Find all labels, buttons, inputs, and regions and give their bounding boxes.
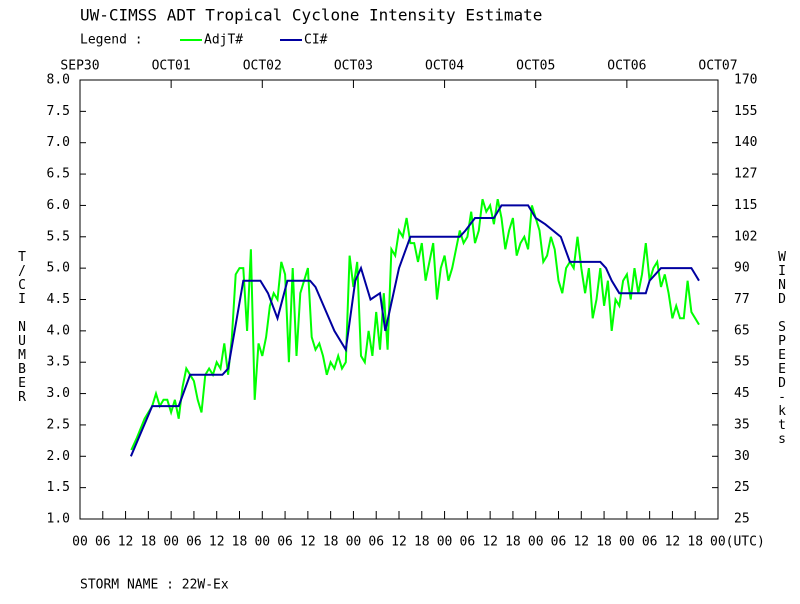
chart-title: UW-CIMSS ADT Tropical Cyclone Intensity … (80, 6, 542, 25)
x-tick-label: 00 (528, 535, 544, 550)
y2-tick-label: 65 (734, 323, 750, 338)
x-tick-label: 12 (665, 535, 681, 550)
y2-tick-label: 170 (734, 73, 757, 88)
x-tick-label: 06 (460, 535, 476, 550)
x-tick-label: 12 (209, 535, 225, 550)
top-date-label: OCT02 (243, 59, 282, 74)
y2-tick-label: 77 (734, 292, 750, 307)
y-tick-label: 8.0 (47, 73, 70, 88)
x-tick-label: 00 (346, 535, 362, 550)
y2-tick-label: 102 (734, 229, 757, 244)
y-tick-label: 2.5 (47, 417, 70, 432)
legend-entry: AdjT# (204, 33, 243, 48)
x-tick-label: 12 (391, 535, 407, 550)
x-tick-label: 18 (232, 535, 248, 550)
y2-tick-label: 127 (734, 167, 757, 182)
y-tick-label: 4.0 (47, 323, 70, 338)
top-date-label: OCT07 (698, 59, 737, 74)
legend-entry: CI# (304, 33, 328, 48)
top-date-label: OCT01 (152, 59, 191, 74)
series-line (129, 204, 700, 457)
x-tick-label: 12 (482, 535, 498, 550)
y2-tick-label: 35 (734, 417, 750, 432)
plot-frame (79, 79, 719, 520)
y-tick-label: 4.5 (47, 292, 70, 307)
y2-tick-label: 90 (734, 261, 750, 276)
x-tick-label: 18 (414, 535, 430, 550)
y2-tick-label: 115 (734, 198, 757, 213)
x-tick-label: 18 (687, 535, 703, 550)
x-tick-label: 18 (505, 535, 521, 550)
y2-tick-label: 30 (734, 449, 750, 464)
y2-tick-label: 45 (734, 386, 750, 401)
y2-tick-label: 25 (734, 512, 750, 527)
x-tick-label: 06 (642, 535, 658, 550)
y-tick-label: 7.5 (47, 104, 70, 119)
y-tick-label: 1.5 (47, 480, 70, 495)
x-tick-label: 00 (72, 535, 88, 550)
x-tick-label: 18 (596, 535, 612, 550)
y2-axis-label: WIND SPEED-kts (775, 250, 790, 446)
top-date-label: OCT05 (516, 59, 555, 74)
x-tick-label: 00 (619, 535, 635, 550)
y2-tick-label: 55 (734, 355, 750, 370)
y-tick-label: 5.5 (47, 229, 70, 244)
legend-label: Legend : (80, 33, 143, 48)
y-tick-label: 2.0 (47, 449, 70, 464)
y2-tick-label: 155 (734, 104, 757, 119)
y-tick-label: 3.0 (47, 386, 70, 401)
x-tick-label: 00 (254, 535, 270, 550)
top-date-label: OCT03 (334, 59, 373, 74)
x-tick-label: 00 (163, 535, 179, 550)
x-tick-label: 06 (551, 535, 567, 550)
y-tick-label: 6.5 (47, 167, 70, 182)
top-date-label: OCT06 (607, 59, 646, 74)
x-tick-label: 06 (95, 535, 111, 550)
x-tick-label: 12 (300, 535, 316, 550)
y-axis-label: T/CI NUMBER (15, 250, 30, 404)
x-tick-label: 00 (437, 535, 453, 550)
top-date-label: SEP30 (60, 59, 99, 74)
x-tick-label: 06 (186, 535, 202, 550)
x-tick-label: 18 (141, 535, 157, 550)
x-tick-label: 06 (368, 535, 384, 550)
x-tick-label: 12 (118, 535, 134, 550)
x-tick-label: 12 (573, 535, 589, 550)
y2-tick-label: 140 (734, 135, 757, 150)
y-tick-label: 5.0 (47, 261, 70, 276)
y-tick-label: 3.5 (47, 355, 70, 370)
y2-tick-label: 25 (734, 480, 750, 495)
x-tick-label: 18 (323, 535, 339, 550)
y-tick-label: 7.0 (47, 135, 70, 150)
x-tick-label: 06 (277, 535, 293, 550)
top-date-label: OCT04 (425, 59, 464, 74)
x-tick-label: 00(UTC) (710, 535, 765, 550)
series-line (130, 198, 700, 451)
footer: STORM NAME : 22W-Ex (80, 578, 229, 593)
y-tick-label: 1.0 (47, 512, 70, 527)
y-tick-label: 6.0 (47, 198, 70, 213)
